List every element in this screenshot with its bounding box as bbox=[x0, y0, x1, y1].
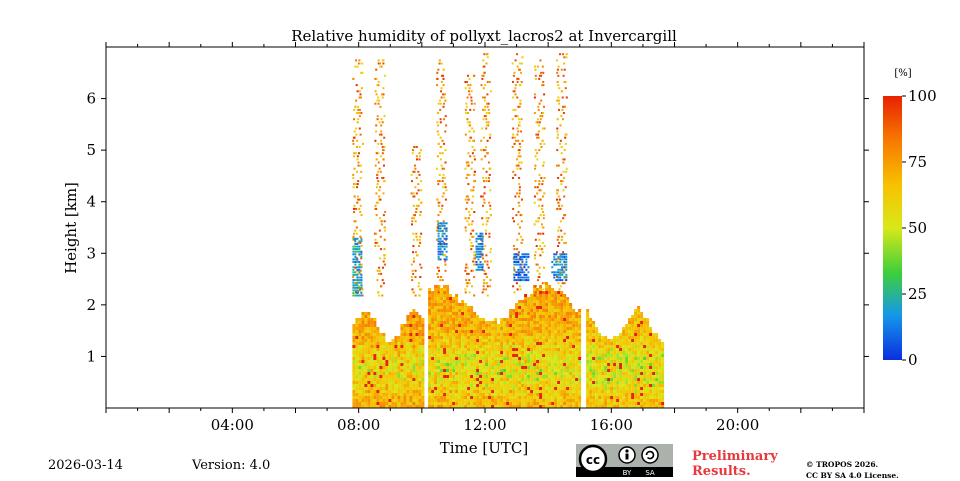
cloud-streak-5 bbox=[464, 74, 477, 297]
copyright-line2: CC BY SA 4.0 License. bbox=[806, 471, 899, 480]
colorbar-tick-label: 0 bbox=[908, 351, 918, 369]
colorbar-ticks: 0 25 50 75 100 bbox=[902, 87, 937, 369]
moist-layer-3 bbox=[551, 253, 568, 282]
y-tick-label: 3 bbox=[86, 244, 96, 262]
cloud-streak-3 bbox=[410, 146, 423, 297]
cloud-streak-2 bbox=[374, 59, 387, 297]
x-axis-label: Time [UTC] bbox=[440, 439, 529, 457]
y-tick-label: 6 bbox=[86, 90, 96, 108]
axis-ticks: 04:00 08:00 12:00 16:00 20:00 1 2 3 4 5 6 bbox=[86, 42, 869, 434]
cloud-streak-1 bbox=[352, 59, 364, 297]
x-tick-label: 12:00 bbox=[463, 416, 506, 434]
x-tick-label: 20:00 bbox=[716, 416, 759, 434]
by-text: BY bbox=[623, 469, 632, 477]
moist-layer-2 bbox=[513, 253, 530, 282]
colorbar-tick-label: 75 bbox=[908, 153, 927, 171]
data-region-2 bbox=[428, 282, 582, 408]
copyright-line1: © TROPOS 2026. bbox=[806, 460, 879, 469]
colorbar-tick-label: 25 bbox=[908, 285, 927, 303]
y-tick-label: 2 bbox=[86, 296, 96, 314]
cloud-streak-8 bbox=[533, 59, 546, 297]
moist-layer-5 bbox=[475, 232, 484, 271]
y-tick-label: 4 bbox=[86, 193, 96, 211]
heatmap-layer bbox=[352, 53, 665, 408]
copyright-note: © TROPOS 2026. CC BY SA 4.0 License. bbox=[806, 459, 899, 481]
moist-layer-4 bbox=[437, 222, 448, 261]
footer-date: 2026-03-14 bbox=[48, 458, 123, 473]
cloud-streak-6 bbox=[480, 53, 492, 297]
preliminary-line1: Preliminary bbox=[692, 449, 778, 464]
preliminary-line2: Results. bbox=[692, 464, 751, 479]
chart-title: Relative humidity of pollyxt_lacros2 at … bbox=[291, 27, 677, 45]
x-tick-label: 04:00 bbox=[211, 416, 254, 434]
data-region-1 bbox=[352, 309, 425, 408]
x-tick-label: 08:00 bbox=[337, 416, 380, 434]
y-tick-label: 5 bbox=[86, 141, 96, 159]
colorbar bbox=[883, 96, 902, 360]
cc-icon: cc bbox=[586, 453, 600, 467]
preliminary-note: Preliminary Results. bbox=[692, 449, 778, 479]
colorbar-tick-label: 50 bbox=[908, 219, 927, 237]
footer-version: Version: 4.0 bbox=[192, 458, 271, 473]
data-region-3 bbox=[586, 306, 665, 408]
y-axis-label: Height [km] bbox=[62, 182, 80, 274]
moist-layer-1 bbox=[352, 237, 363, 297]
sa-text: SA bbox=[645, 469, 655, 477]
cloud-streak-7 bbox=[511, 53, 524, 294]
x-tick-label: 16:00 bbox=[590, 416, 633, 434]
colorbar-unit-label: [%] bbox=[894, 68, 911, 79]
by-icon bbox=[625, 449, 629, 453]
colorbar-tick-label: 100 bbox=[908, 87, 937, 105]
y-tick-label: 1 bbox=[86, 347, 96, 365]
cloud-streak-4 bbox=[435, 59, 448, 297]
sa-icon bbox=[645, 450, 655, 460]
cc-license-badge: cc BY SA bbox=[576, 444, 673, 477]
